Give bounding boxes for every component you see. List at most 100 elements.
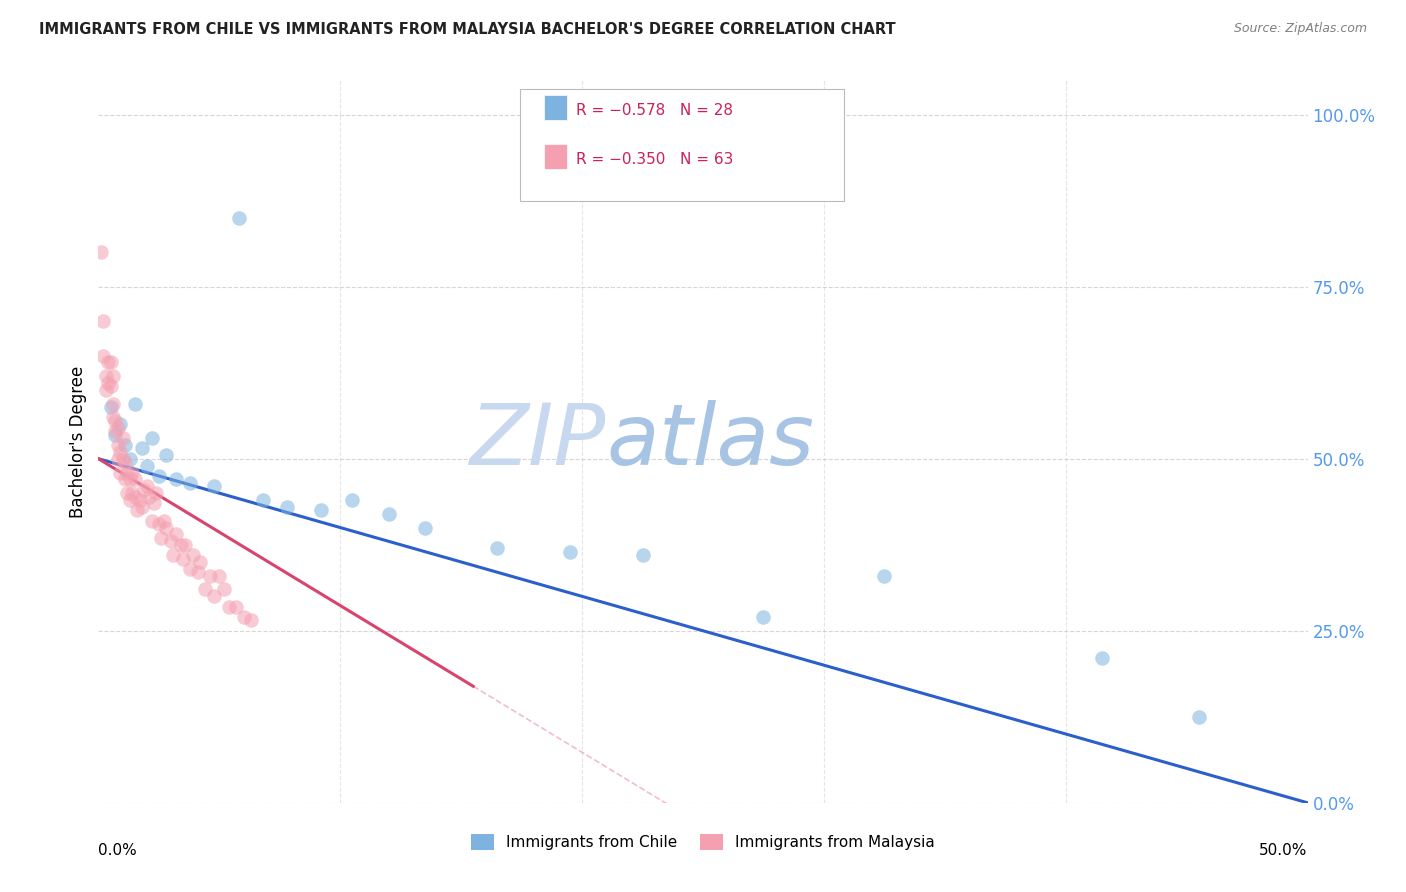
Point	[150, 531, 173, 545]
Point	[165, 472, 187, 486]
Point	[198, 568, 221, 582]
Point	[104, 424, 127, 438]
Point	[145, 486, 167, 500]
Point	[121, 466, 143, 480]
Point	[121, 486, 143, 500]
Text: 0.0%: 0.0%	[98, 843, 138, 857]
Point	[114, 438, 136, 452]
Point	[91, 314, 114, 328]
Point	[118, 451, 141, 466]
Point	[152, 514, 174, 528]
Point	[558, 544, 581, 558]
Point	[143, 496, 166, 510]
Legend: Immigrants from Chile, Immigrants from Malaysia: Immigrants from Chile, Immigrants from M…	[465, 829, 941, 856]
Point	[172, 551, 194, 566]
Point	[128, 493, 150, 508]
Point	[91, 349, 114, 363]
Point	[1091, 651, 1114, 665]
Point	[101, 410, 124, 425]
Point	[135, 479, 157, 493]
Point	[377, 507, 399, 521]
Point	[181, 548, 204, 562]
Point	[148, 517, 170, 532]
Point	[117, 486, 139, 500]
Point	[108, 445, 131, 459]
Point	[124, 397, 146, 411]
Point	[179, 562, 201, 576]
Point	[218, 599, 240, 614]
Point	[107, 451, 129, 466]
Point	[141, 514, 163, 528]
Point	[108, 417, 131, 432]
Point	[111, 431, 134, 445]
Point	[1188, 710, 1211, 724]
Point	[104, 414, 127, 428]
Text: atlas: atlas	[606, 400, 814, 483]
Point	[276, 500, 298, 514]
Point	[101, 369, 124, 384]
Point	[148, 469, 170, 483]
Point	[97, 376, 120, 390]
Point	[114, 455, 136, 469]
Point	[174, 538, 197, 552]
Point	[97, 355, 120, 369]
Point	[141, 431, 163, 445]
Point	[155, 520, 177, 534]
Text: IMMIGRANTS FROM CHILE VS IMMIGRANTS FROM MALAYSIA BACHELOR'S DEGREE CORRELATION : IMMIGRANTS FROM CHILE VS IMMIGRANTS FROM…	[39, 22, 896, 37]
Point	[225, 599, 247, 614]
Point	[162, 548, 184, 562]
Point	[100, 400, 122, 414]
Point	[100, 379, 122, 393]
Point	[252, 493, 274, 508]
Point	[342, 493, 364, 508]
Point	[188, 555, 211, 569]
Point	[94, 369, 117, 384]
Point	[90, 245, 112, 260]
Point	[118, 472, 141, 486]
Point	[117, 466, 139, 480]
Point	[111, 451, 134, 466]
Point	[134, 483, 156, 497]
Point	[107, 421, 129, 435]
Point	[138, 490, 160, 504]
Point	[486, 541, 509, 556]
Point	[239, 614, 262, 628]
Point	[100, 355, 122, 369]
Point	[631, 548, 654, 562]
Point	[212, 582, 235, 597]
Point	[131, 442, 153, 456]
Y-axis label: Bachelor's Degree: Bachelor's Degree	[69, 366, 87, 517]
Point	[204, 479, 226, 493]
Point	[114, 472, 136, 486]
Text: ZIP: ZIP	[470, 400, 606, 483]
Point	[94, 383, 117, 397]
Point	[752, 610, 775, 624]
Point	[127, 503, 149, 517]
Point	[108, 466, 131, 480]
Point	[204, 590, 226, 604]
Point	[135, 458, 157, 473]
Point	[228, 211, 250, 225]
Point	[187, 566, 209, 580]
Point	[124, 490, 146, 504]
Point	[309, 503, 332, 517]
Point	[118, 493, 141, 508]
Point	[107, 438, 129, 452]
Point	[165, 527, 187, 541]
Text: 50.0%: 50.0%	[1260, 843, 1308, 857]
Point	[232, 610, 254, 624]
Text: Source: ZipAtlas.com: Source: ZipAtlas.com	[1233, 22, 1367, 36]
Point	[208, 568, 231, 582]
Point	[101, 397, 124, 411]
Point	[169, 538, 191, 552]
Point	[104, 427, 127, 442]
Text: R = −0.578   N = 28: R = −0.578 N = 28	[576, 103, 734, 118]
Text: R = −0.350   N = 63: R = −0.350 N = 63	[576, 152, 734, 167]
Point	[179, 475, 201, 490]
Point	[413, 520, 436, 534]
Point	[155, 448, 177, 462]
Point	[873, 568, 896, 582]
Point	[160, 534, 183, 549]
Point	[194, 582, 217, 597]
Point	[131, 500, 153, 514]
